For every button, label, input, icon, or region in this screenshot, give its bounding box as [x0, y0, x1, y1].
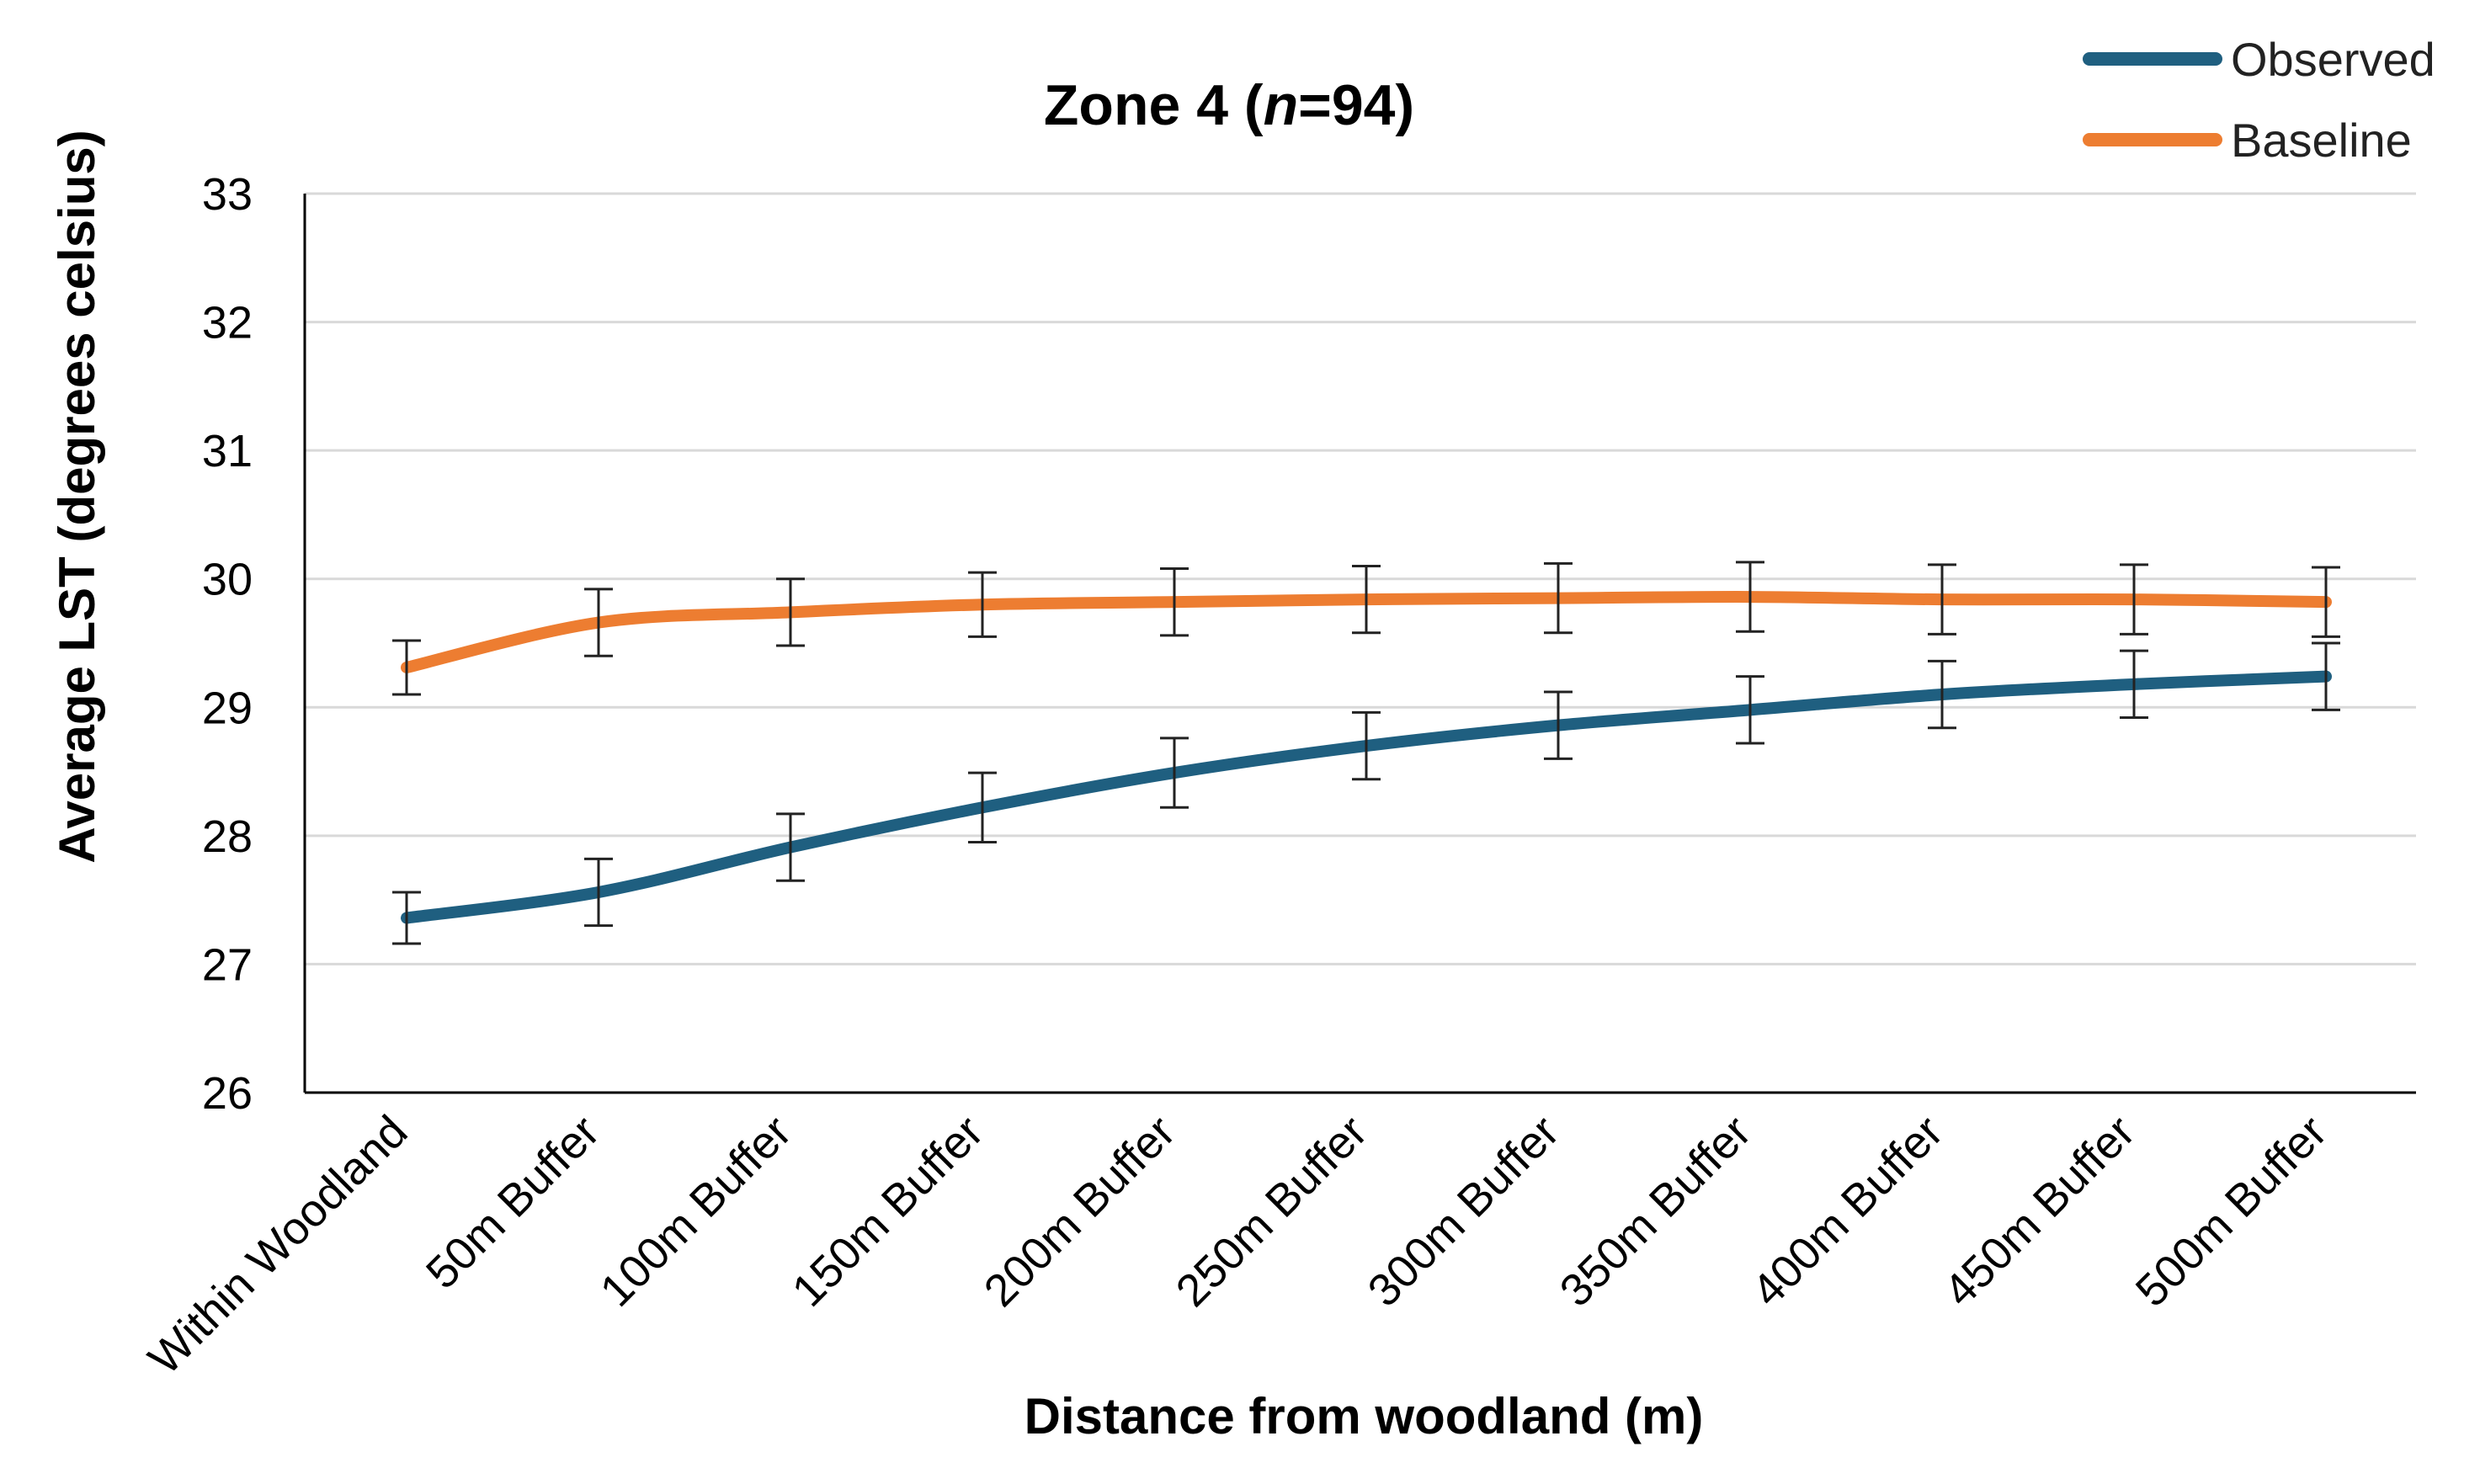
error-bars [392, 561, 2340, 945]
error-bar-observed [584, 857, 613, 928]
error-bar-observed [1160, 737, 1189, 809]
error-bar-baseline [584, 588, 613, 657]
x-tick-label: 200m Buffer [975, 1106, 1185, 1316]
error-bar-observed [1736, 675, 1764, 745]
y-tick-label: 26 [202, 1068, 253, 1119]
error-bar-baseline [776, 577, 805, 647]
chart-title-suffix: =94) [1298, 73, 1414, 137]
x-tick-label: 100m Buffer [591, 1106, 801, 1316]
y-tick-label: 28 [202, 811, 253, 862]
y-axis-title: Average LST (degrees celsius) [49, 130, 105, 863]
y-tick-label: 30 [202, 555, 253, 605]
error-bar-observed [1928, 659, 1956, 730]
error-bar-observed [968, 771, 997, 843]
legend-label-observed: Observed [2231, 33, 2435, 86]
error-bar-baseline [392, 639, 421, 696]
x-tick-label: 50m Buffer [417, 1106, 609, 1299]
y-tick-labels: 26 27 28 29 30 31 32 33 [202, 169, 253, 1119]
error-bar-baseline [1160, 567, 1189, 637]
y-tick-label: 33 [202, 169, 253, 220]
y-tick-label: 32 [202, 298, 253, 348]
error-bar-observed [392, 891, 421, 945]
x-tick-label: 500m Buffer [2126, 1106, 2337, 1316]
legend: Observed Baseline [2083, 33, 2435, 167]
error-bar-observed [1544, 690, 1573, 760]
y-tick-label: 29 [202, 683, 253, 733]
error-bar-baseline [1928, 563, 1956, 636]
x-tick-label: 350m Buffer [1551, 1106, 1761, 1316]
gridlines [303, 192, 2416, 1094]
legend-label-baseline: Baseline [2231, 114, 2412, 167]
error-bar-observed [1352, 710, 1381, 781]
chart-title-prefix: Zone 4 ( [1044, 73, 1264, 137]
error-bar-baseline [2312, 566, 2340, 638]
x-tick-label: 300m Buffer [1359, 1106, 1569, 1316]
error-bar-baseline [1544, 561, 1573, 635]
error-bar-observed [2120, 649, 2148, 719]
x-tick-label: 150m Buffer [783, 1106, 993, 1316]
error-bar-observed [776, 812, 805, 882]
y-tick-label: 27 [202, 939, 253, 990]
x-tick-label: 400m Buffer [1743, 1106, 1953, 1316]
error-bar-baseline [1736, 561, 1764, 633]
error-bar-observed [2312, 641, 2340, 711]
error-bar-baseline [1352, 564, 1381, 635]
y-tick-label: 31 [202, 426, 253, 476]
x-tick-label: 450m Buffer [1935, 1106, 2145, 1316]
error-bar-baseline [968, 571, 997, 638]
x-axis-title: Distance from woodland (m) [1024, 1388, 1704, 1444]
chart-title: Zone 4 (n=94) [1044, 73, 1414, 137]
x-tick-label: Within Woodland [139, 1106, 417, 1384]
error-bar-baseline [2120, 563, 2148, 636]
chart-title-italic: n [1264, 73, 1299, 137]
x-tick-label: 250m Buffer [1167, 1106, 1377, 1316]
